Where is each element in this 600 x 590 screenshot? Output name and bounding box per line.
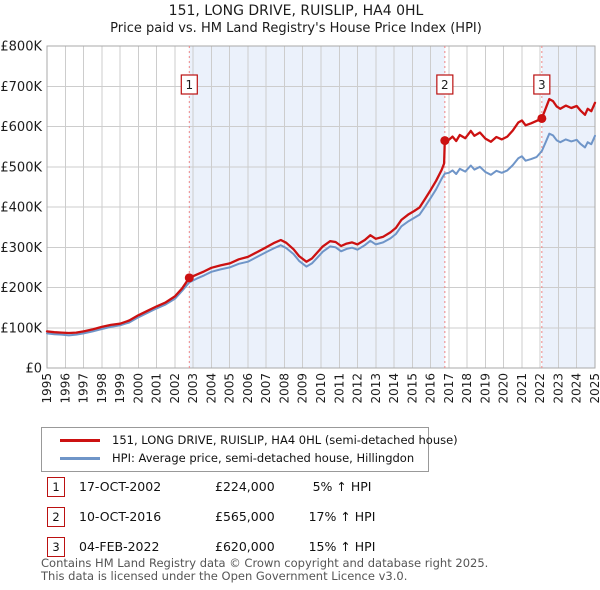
legend-line-red-icon <box>60 438 100 442</box>
y-axis-tick-label: £400K <box>0 201 42 216</box>
sale-date: 10-OCT-2016 <box>79 509 162 524</box>
x-axis-tick-label: 2019 <box>478 373 492 404</box>
sale-point-marker <box>440 136 450 146</box>
sale-price: £224,000 <box>215 479 275 494</box>
x-axis-tick-label: 2004 <box>204 373 218 404</box>
property-series-line <box>45 97 597 335</box>
x-axis-tick-label: 2009 <box>296 373 310 404</box>
legend-item-hpi: HPI: Average price, semi-detached house,… <box>42 449 428 467</box>
licence-footer: Contains HM Land Registry data © Crown c… <box>41 557 488 583</box>
x-axis-tick-label: 2022 <box>533 373 547 404</box>
x-axis-tick-label: 2006 <box>241 373 255 404</box>
sale-hpi-delta: 17% ↑ HPI <box>308 509 376 524</box>
sale-date: 17-OCT-2002 <box>79 479 162 494</box>
x-axis-tick-label: 2008 <box>277 373 291 404</box>
x-axis-tick-label: 1999 <box>113 373 127 404</box>
plot-border <box>46 45 596 369</box>
page-title: 151, LONG DRIVE, RUISLIP, HA4 0HL <box>168 3 424 19</box>
legend-line-blue-icon <box>60 456 100 460</box>
x-axis-tick-label: 2002 <box>168 373 182 404</box>
x-axis-tick-label: 2010 <box>314 373 328 404</box>
sale-marker-number: 3 <box>538 78 546 92</box>
x-axis-tick-label: 2020 <box>497 373 511 404</box>
x-axis-tick-label: 2000 <box>131 373 145 404</box>
x-axis-tick-label: 2013 <box>369 373 383 404</box>
sale-row-3: 3 04-FEB-2022 £620,000 15% ↑ HPI <box>0 537 600 557</box>
y-axis-tick-label: £600K <box>0 120 42 135</box>
y-axis-tick-label: £300K <box>0 241 42 256</box>
sale-point-marker <box>537 113 547 123</box>
footer-line-1: Contains HM Land Registry data © Crown c… <box>41 556 489 570</box>
y-axis-tick-label: £200K <box>0 281 42 296</box>
x-axis-tick-label: 2003 <box>186 373 200 404</box>
legend-label: HPI: Average price, semi-detached house,… <box>112 451 415 465</box>
sale-price: £565,000 <box>215 509 275 524</box>
x-axis-tick-label: 2001 <box>150 373 164 404</box>
sale-price: £620,000 <box>215 539 275 554</box>
sale-date: 04-FEB-2022 <box>79 539 160 554</box>
sale-row-1: 1 17-OCT-2002 £224,000 5% ↑ HPI <box>0 477 600 497</box>
sale-marker-number: 2 <box>441 78 449 92</box>
x-axis-tick-label: 2025 <box>588 373 600 404</box>
x-axis-tick-label: 2015 <box>405 373 419 404</box>
x-axis-tick-label: 2016 <box>424 373 438 404</box>
sale-marker-box <box>180 74 198 95</box>
sale-point-marker <box>184 273 194 283</box>
x-axis-tick-label: 2023 <box>551 373 565 404</box>
x-axis-tick-label: 2017 <box>442 373 456 404</box>
footer-line-2: This data is licensed under the Open Gov… <box>41 569 408 583</box>
y-axis-tick-label: £700K <box>0 80 42 95</box>
sale-number-box: 3 <box>47 537 65 557</box>
y-axis-tick-label: £0 <box>25 362 42 377</box>
x-axis-tick-label: 1996 <box>58 373 72 404</box>
y-axis-tick-label: £500K <box>0 160 42 175</box>
sale-marker-number: 1 <box>185 78 193 92</box>
x-axis-tick-label: 2007 <box>259 373 273 404</box>
legend-item-property: 151, LONG DRIVE, RUISLIP, HA4 0HL (semi-… <box>42 431 458 449</box>
x-axis-tick-label: 2018 <box>460 373 474 404</box>
x-axis-tick-label: 2012 <box>351 373 365 404</box>
x-axis-tick-label: 2021 <box>515 373 529 404</box>
y-axis-tick-label: £800K <box>0 40 42 55</box>
chart-legend: 151, LONG DRIVE, RUISLIP, HA4 0HL (semi-… <box>41 427 458 472</box>
x-axis-tick-label: 2011 <box>332 373 346 404</box>
x-axis-tick-label: 1998 <box>95 373 109 404</box>
sale-row-2: 2 10-OCT-2016 £565,000 17% ↑ HPI <box>0 507 600 527</box>
x-axis-tick-label: 1995 <box>40 373 54 404</box>
price-chart: £0 £100K £200K £300K £400K £500K £600K £700K £80… <box>0 40 600 404</box>
sale-marker-box <box>533 74 551 95</box>
hpi-series-line <box>46 132 596 337</box>
x-axis-tick-label: 2014 <box>387 373 401 404</box>
sale-marker-box <box>436 74 454 95</box>
sale-number-box: 1 <box>47 477 65 497</box>
x-axis-tick-label: 2024 <box>570 373 584 404</box>
page-subtitle: Price paid vs. HM Land Registry's House … <box>110 21 482 36</box>
x-axis-tick-label: 2005 <box>223 373 237 404</box>
sale-number-box: 2 <box>47 507 65 527</box>
y-axis-tick-label: £100K <box>0 321 42 336</box>
sale-hpi-delta: 5% ↑ HPI <box>312 479 372 494</box>
x-axis-tick-label: 1997 <box>77 373 91 404</box>
legend-label: 151, LONG DRIVE, RUISLIP, HA4 0HL (semi-… <box>112 433 458 447</box>
sale-hpi-delta: 15% ↑ HPI <box>308 539 376 554</box>
